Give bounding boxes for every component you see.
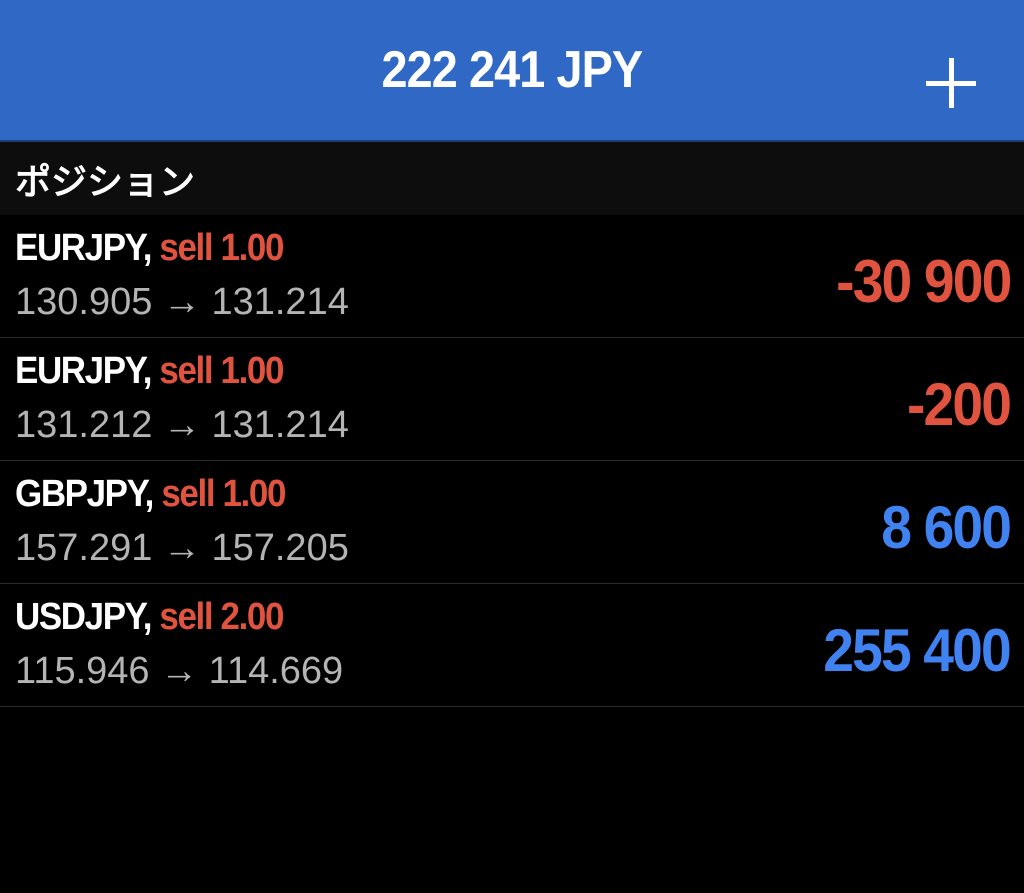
position-row[interactable]: EURJPY, sell 1.00 131.212 → 131.214 -200: [0, 338, 1024, 461]
trade-side: sell 2.00: [159, 596, 284, 638]
trade-side: sell 1.00: [159, 350, 284, 392]
header-bar: 222 241 JPY: [0, 0, 1024, 142]
profit-value: 255 400: [823, 617, 1011, 684]
profit-value: 8 600: [881, 494, 1012, 561]
price-range: 131.212 → 131.214: [15, 404, 349, 446]
profit-value: -200: [906, 371, 1012, 438]
symbol: EURJPY,: [15, 350, 152, 392]
position-row[interactable]: GBPJPY, sell 1.00 157.291 → 157.205 8 60…: [0, 461, 1024, 584]
positions-list: EURJPY, sell 1.00 130.905 → 131.214 -30 …: [0, 215, 1024, 707]
symbol: USDJPY,: [15, 596, 152, 638]
symbol: EURJPY,: [15, 227, 152, 269]
position-row[interactable]: USDJPY, sell 2.00 115.946 → 114.669 255 …: [0, 584, 1024, 707]
price-range: 157.291 → 157.205: [15, 527, 349, 569]
profit-value: -30 900: [835, 248, 1012, 315]
plus-icon[interactable]: [926, 58, 976, 108]
section-header-positions: ポジション: [0, 142, 1024, 215]
position-row[interactable]: EURJPY, sell 1.00 130.905 → 131.214 -30 …: [0, 215, 1024, 338]
price-range: 115.946 → 114.669: [15, 650, 344, 692]
price-range: 130.905 → 131.214: [15, 281, 349, 323]
balance-title: 222 241 JPY: [381, 41, 644, 99]
symbol: GBPJPY,: [15, 473, 154, 515]
trade-side: sell 1.00: [161, 473, 286, 515]
trade-side: sell 1.00: [159, 227, 284, 269]
